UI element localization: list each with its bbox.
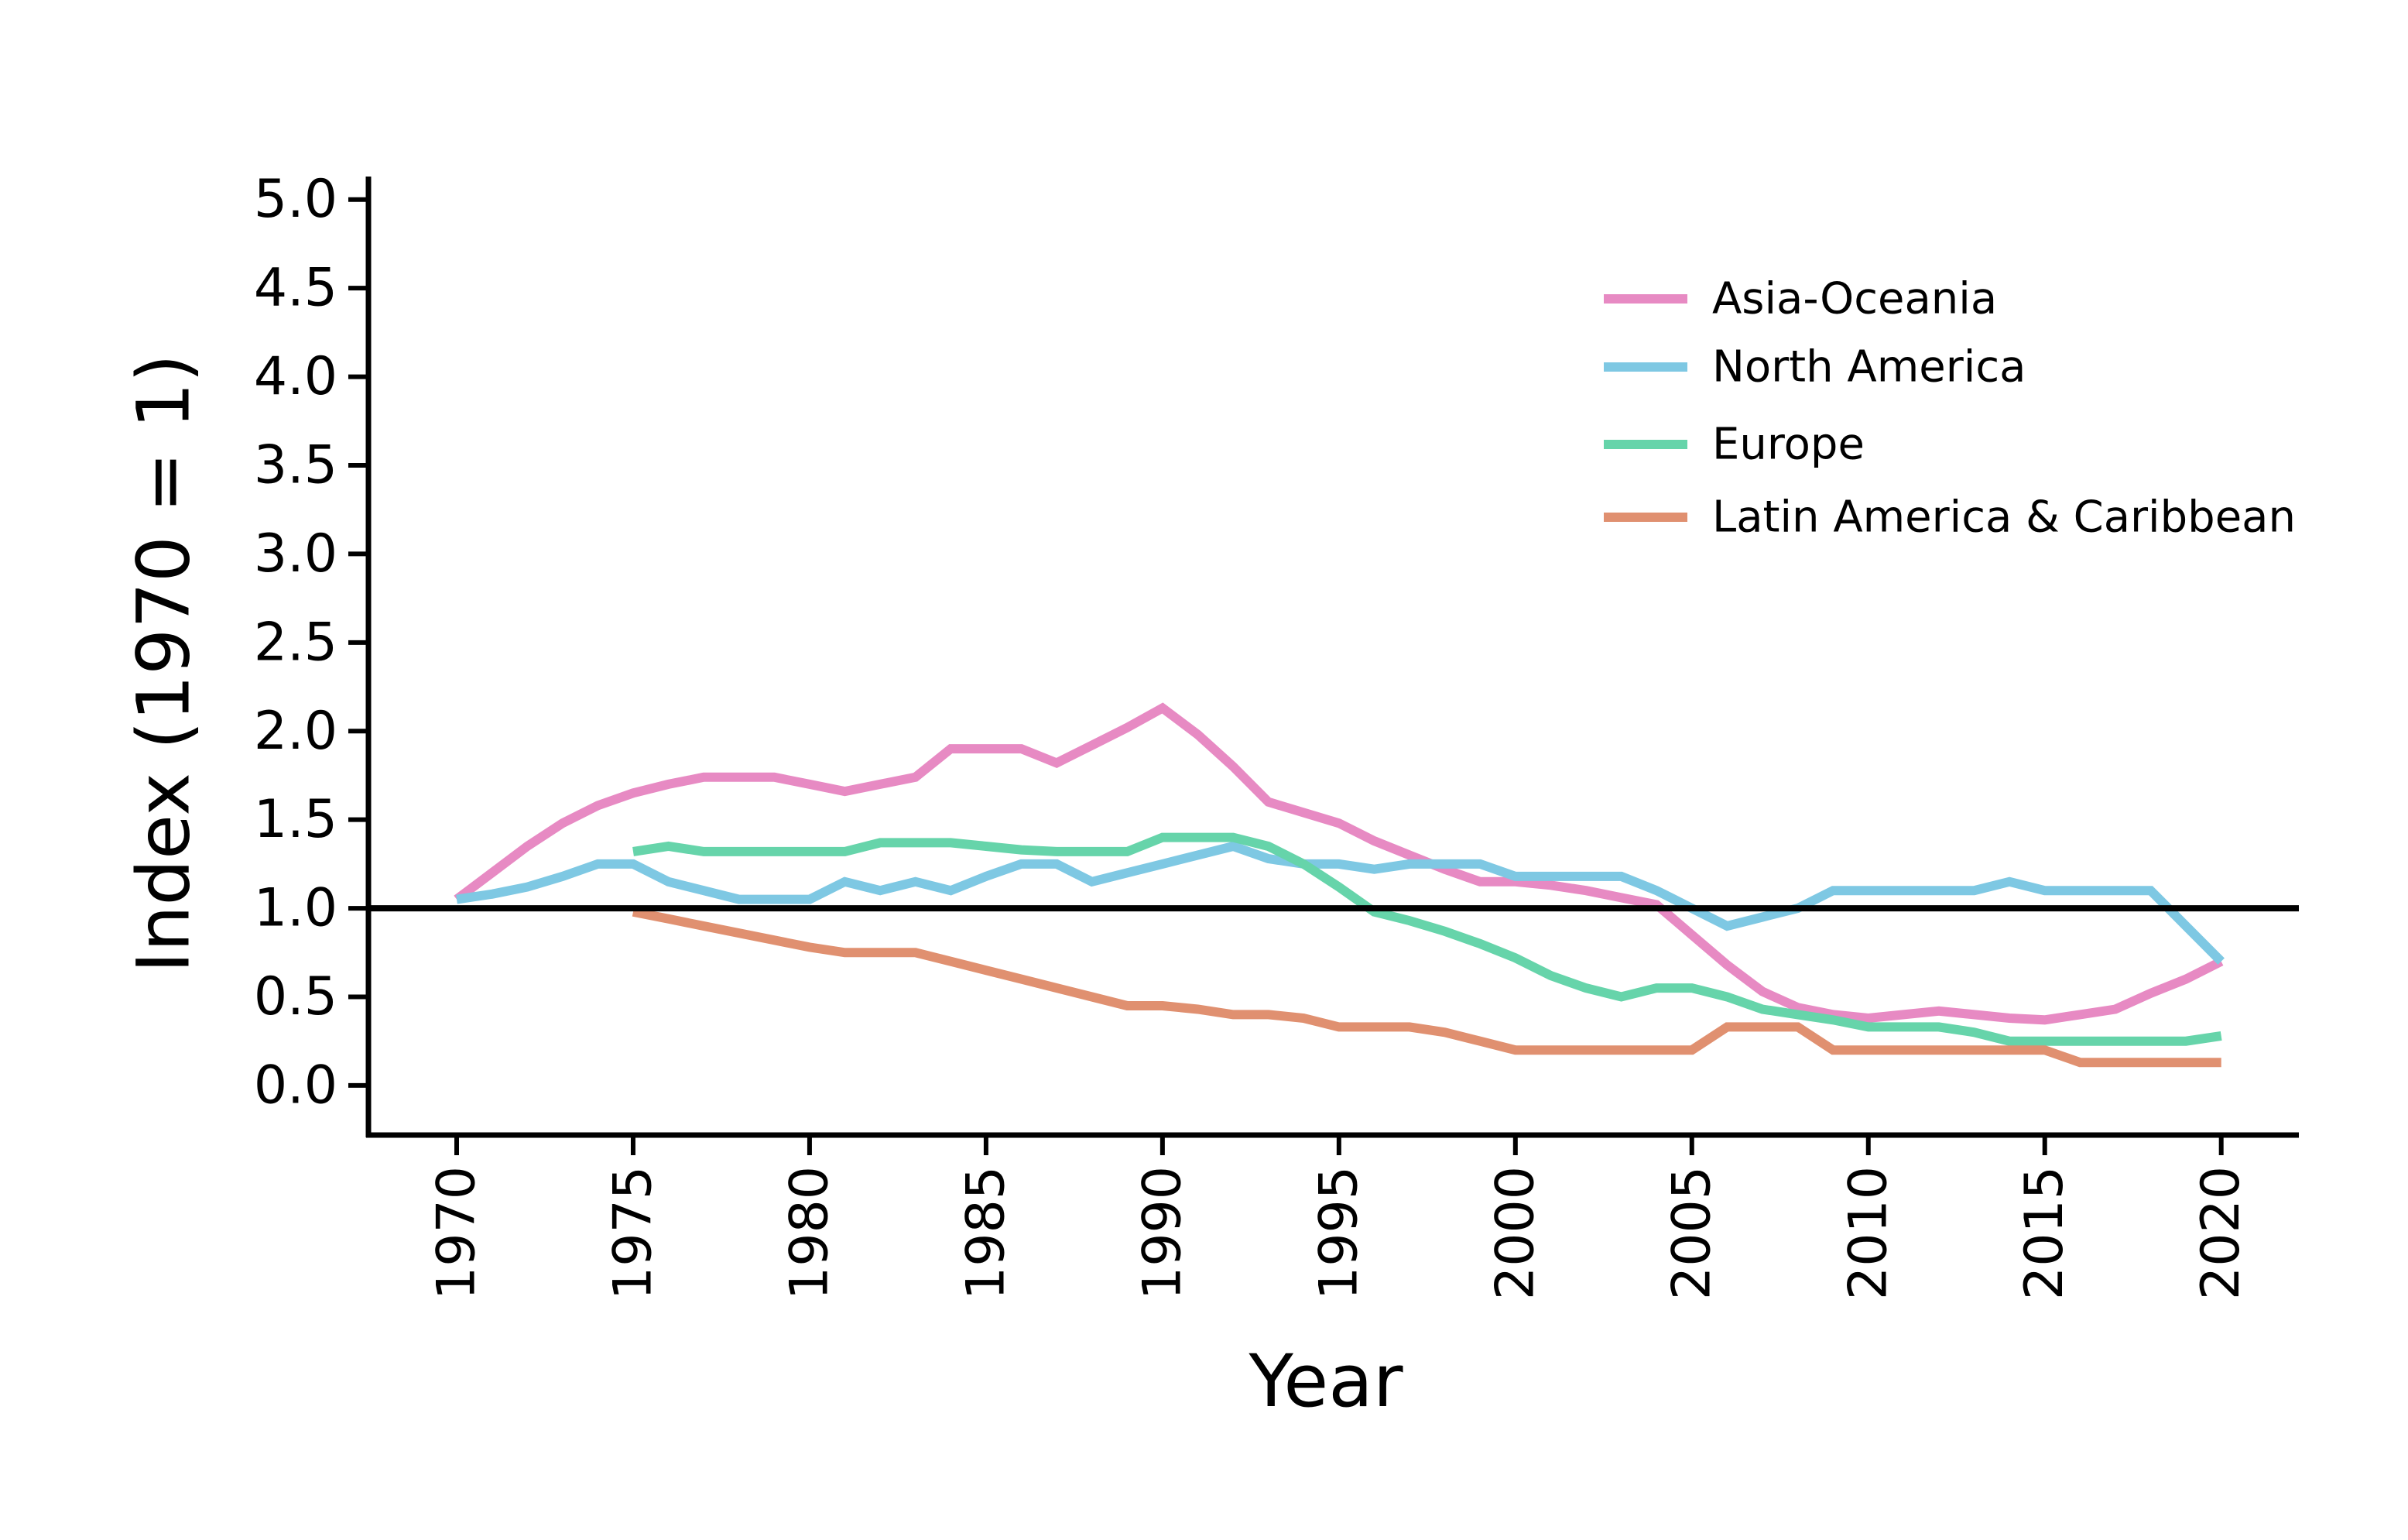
x-tick-label: 2005 [1661, 1166, 1722, 1300]
y-tick-label: 3.0 [254, 523, 337, 585]
y-tick-label: 1.0 [254, 878, 337, 939]
x-tick-label: 2015 [2014, 1166, 2075, 1300]
legend-item: North America [1604, 342, 2026, 393]
legend-label: North America [1712, 342, 2026, 393]
y-tick-label: 1.5 [254, 789, 337, 850]
legend-item: Asia-Oceania [1604, 274, 1997, 324]
x-tick-label: 1980 [779, 1166, 840, 1300]
legend-label: Europe [1712, 420, 1865, 470]
y-axis-ticks: 0.0 0.5 1.0 1.5 2.0 2.5 3.0 3.5 4.0 4.5 5.0 [254, 169, 368, 1116]
y-tick-label: 2.0 [254, 701, 337, 762]
x-tick-label: 2010 [1838, 1166, 1899, 1300]
x-tick-label: 1985 [955, 1166, 1016, 1300]
y-tick-label: 2.5 [254, 612, 337, 673]
legend-item: Europe [1604, 420, 1865, 470]
y-tick-label: 0.0 [254, 1055, 337, 1116]
x-tick-label: 1975 [602, 1166, 663, 1300]
series-line [456, 841, 2225, 965]
x-tick-label: 1990 [1132, 1166, 1193, 1300]
legend-item: Latin America & Caribbean [1604, 492, 2296, 543]
x-tick-label: 1995 [1308, 1166, 1369, 1300]
y-tick-label: 3.5 [254, 435, 337, 496]
y-tick-label: 5.0 [254, 169, 337, 230]
y-tick-label: 4.5 [254, 258, 337, 319]
x-tick-label: 2000 [1485, 1166, 1546, 1300]
x-axis-title: Year [1248, 1339, 1403, 1424]
series-line [454, 702, 2224, 1025]
plot-lines [368, 702, 2299, 1068]
series-line [632, 832, 2222, 1046]
x-axis-ticks: 1970 1975 1980 1985 1990 1995 2000 2005 2010 2015… [426, 1135, 2252, 1300]
legend: Asia-Oceania North America Europe Latin Ame… [1604, 274, 2296, 543]
legend-label: Latin America & Caribbean [1712, 492, 2296, 543]
legend-label: Asia-Oceania [1712, 274, 1997, 324]
y-tick-label: 4.0 [254, 346, 337, 407]
series-line [632, 907, 2221, 1068]
y-axis-title: Index (1970 = 1) [122, 354, 207, 973]
y-tick-label: 0.5 [254, 966, 337, 1027]
x-tick-label: 1970 [426, 1166, 487, 1300]
x-tick-label: 2020 [2190, 1166, 2252, 1300]
